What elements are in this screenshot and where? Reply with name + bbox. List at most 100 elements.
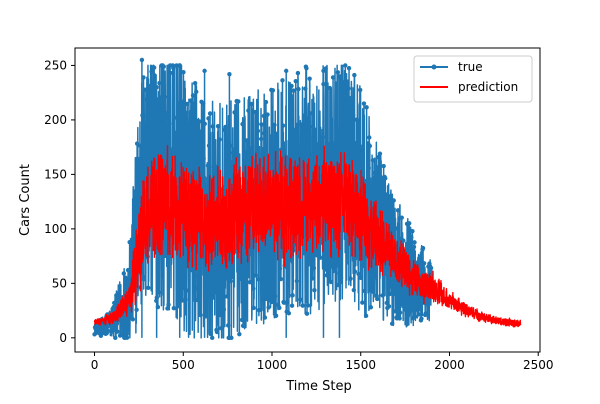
data-point xyxy=(231,150,236,155)
data-point xyxy=(240,323,246,328)
data-point xyxy=(105,328,111,334)
data-point xyxy=(397,310,403,315)
data-point xyxy=(155,304,161,310)
data-point xyxy=(181,69,186,75)
data-point xyxy=(377,151,383,156)
data-point xyxy=(306,152,311,157)
data-point xyxy=(354,117,359,122)
data-point xyxy=(154,85,159,90)
data-point xyxy=(410,228,415,234)
data-point xyxy=(183,297,188,302)
data-point xyxy=(164,114,170,120)
data-point xyxy=(151,65,157,70)
data-point xyxy=(113,335,118,341)
data-point xyxy=(178,269,183,274)
data-point xyxy=(358,87,363,93)
data-point xyxy=(220,263,225,269)
data-point xyxy=(420,245,426,251)
data-point xyxy=(423,311,428,316)
data-point xyxy=(155,122,160,127)
data-point xyxy=(225,323,231,328)
data-point xyxy=(176,257,182,262)
data-point xyxy=(381,163,386,169)
data-point xyxy=(298,297,303,302)
data-point xyxy=(305,142,310,147)
data-point xyxy=(255,121,260,126)
data-point xyxy=(384,300,390,306)
data-point xyxy=(209,335,215,341)
data-point xyxy=(391,198,396,203)
data-point xyxy=(153,129,158,134)
data-point xyxy=(109,327,114,333)
data-point xyxy=(273,313,279,318)
data-point xyxy=(383,176,388,181)
data-point xyxy=(201,156,206,161)
data-point xyxy=(366,165,371,171)
data-point xyxy=(296,86,301,92)
data-point xyxy=(263,99,269,105)
series-layer xyxy=(92,57,522,341)
data-point xyxy=(311,136,316,141)
data-point xyxy=(405,248,410,253)
data-point xyxy=(415,260,420,266)
legend-label: true xyxy=(458,60,483,74)
data-point xyxy=(361,101,367,106)
data-point xyxy=(253,273,259,278)
data-point xyxy=(304,66,309,71)
data-point xyxy=(286,261,291,266)
data-point xyxy=(193,285,198,291)
data-point xyxy=(202,68,207,74)
data-point xyxy=(139,57,145,63)
data-point xyxy=(195,297,200,303)
data-point xyxy=(205,271,210,276)
data-point xyxy=(111,304,116,310)
data-point xyxy=(303,86,308,91)
data-point xyxy=(324,273,329,278)
data-point xyxy=(411,244,417,250)
y-tick-label: 50 xyxy=(52,276,67,290)
data-point xyxy=(378,175,384,180)
data-point xyxy=(239,317,245,323)
data-point xyxy=(402,296,407,301)
data-point xyxy=(389,284,394,289)
data-point xyxy=(175,109,181,114)
data-point xyxy=(307,76,312,81)
data-point xyxy=(221,307,227,312)
data-point xyxy=(363,254,368,259)
data-point xyxy=(223,124,228,130)
data-point xyxy=(336,282,341,288)
series-line-prediction xyxy=(93,145,522,328)
data-point xyxy=(328,279,334,285)
data-point xyxy=(295,70,301,76)
data-point xyxy=(165,306,170,311)
data-point xyxy=(371,186,377,192)
data-point xyxy=(124,280,129,286)
data-point xyxy=(304,311,310,316)
data-point xyxy=(311,265,317,271)
data-point xyxy=(200,101,206,106)
data-point xyxy=(253,109,258,115)
data-point xyxy=(228,278,234,284)
data-point xyxy=(172,152,178,158)
data-point xyxy=(217,137,222,142)
data-point xyxy=(114,321,120,326)
data-point xyxy=(326,142,331,147)
data-point xyxy=(218,312,223,318)
data-point xyxy=(171,305,177,311)
data-point xyxy=(294,278,300,284)
data-point xyxy=(249,101,254,107)
data-point xyxy=(238,276,244,282)
data-point xyxy=(207,164,212,170)
legend-label: prediction xyxy=(458,80,518,94)
data-point xyxy=(364,181,370,186)
data-point xyxy=(171,65,176,71)
data-point xyxy=(230,160,235,165)
data-point xyxy=(364,105,369,110)
data-point xyxy=(396,301,402,307)
data-point xyxy=(284,68,289,74)
data-point xyxy=(224,159,229,164)
data-point xyxy=(198,129,204,134)
data-point xyxy=(264,296,269,302)
data-point xyxy=(262,131,267,136)
